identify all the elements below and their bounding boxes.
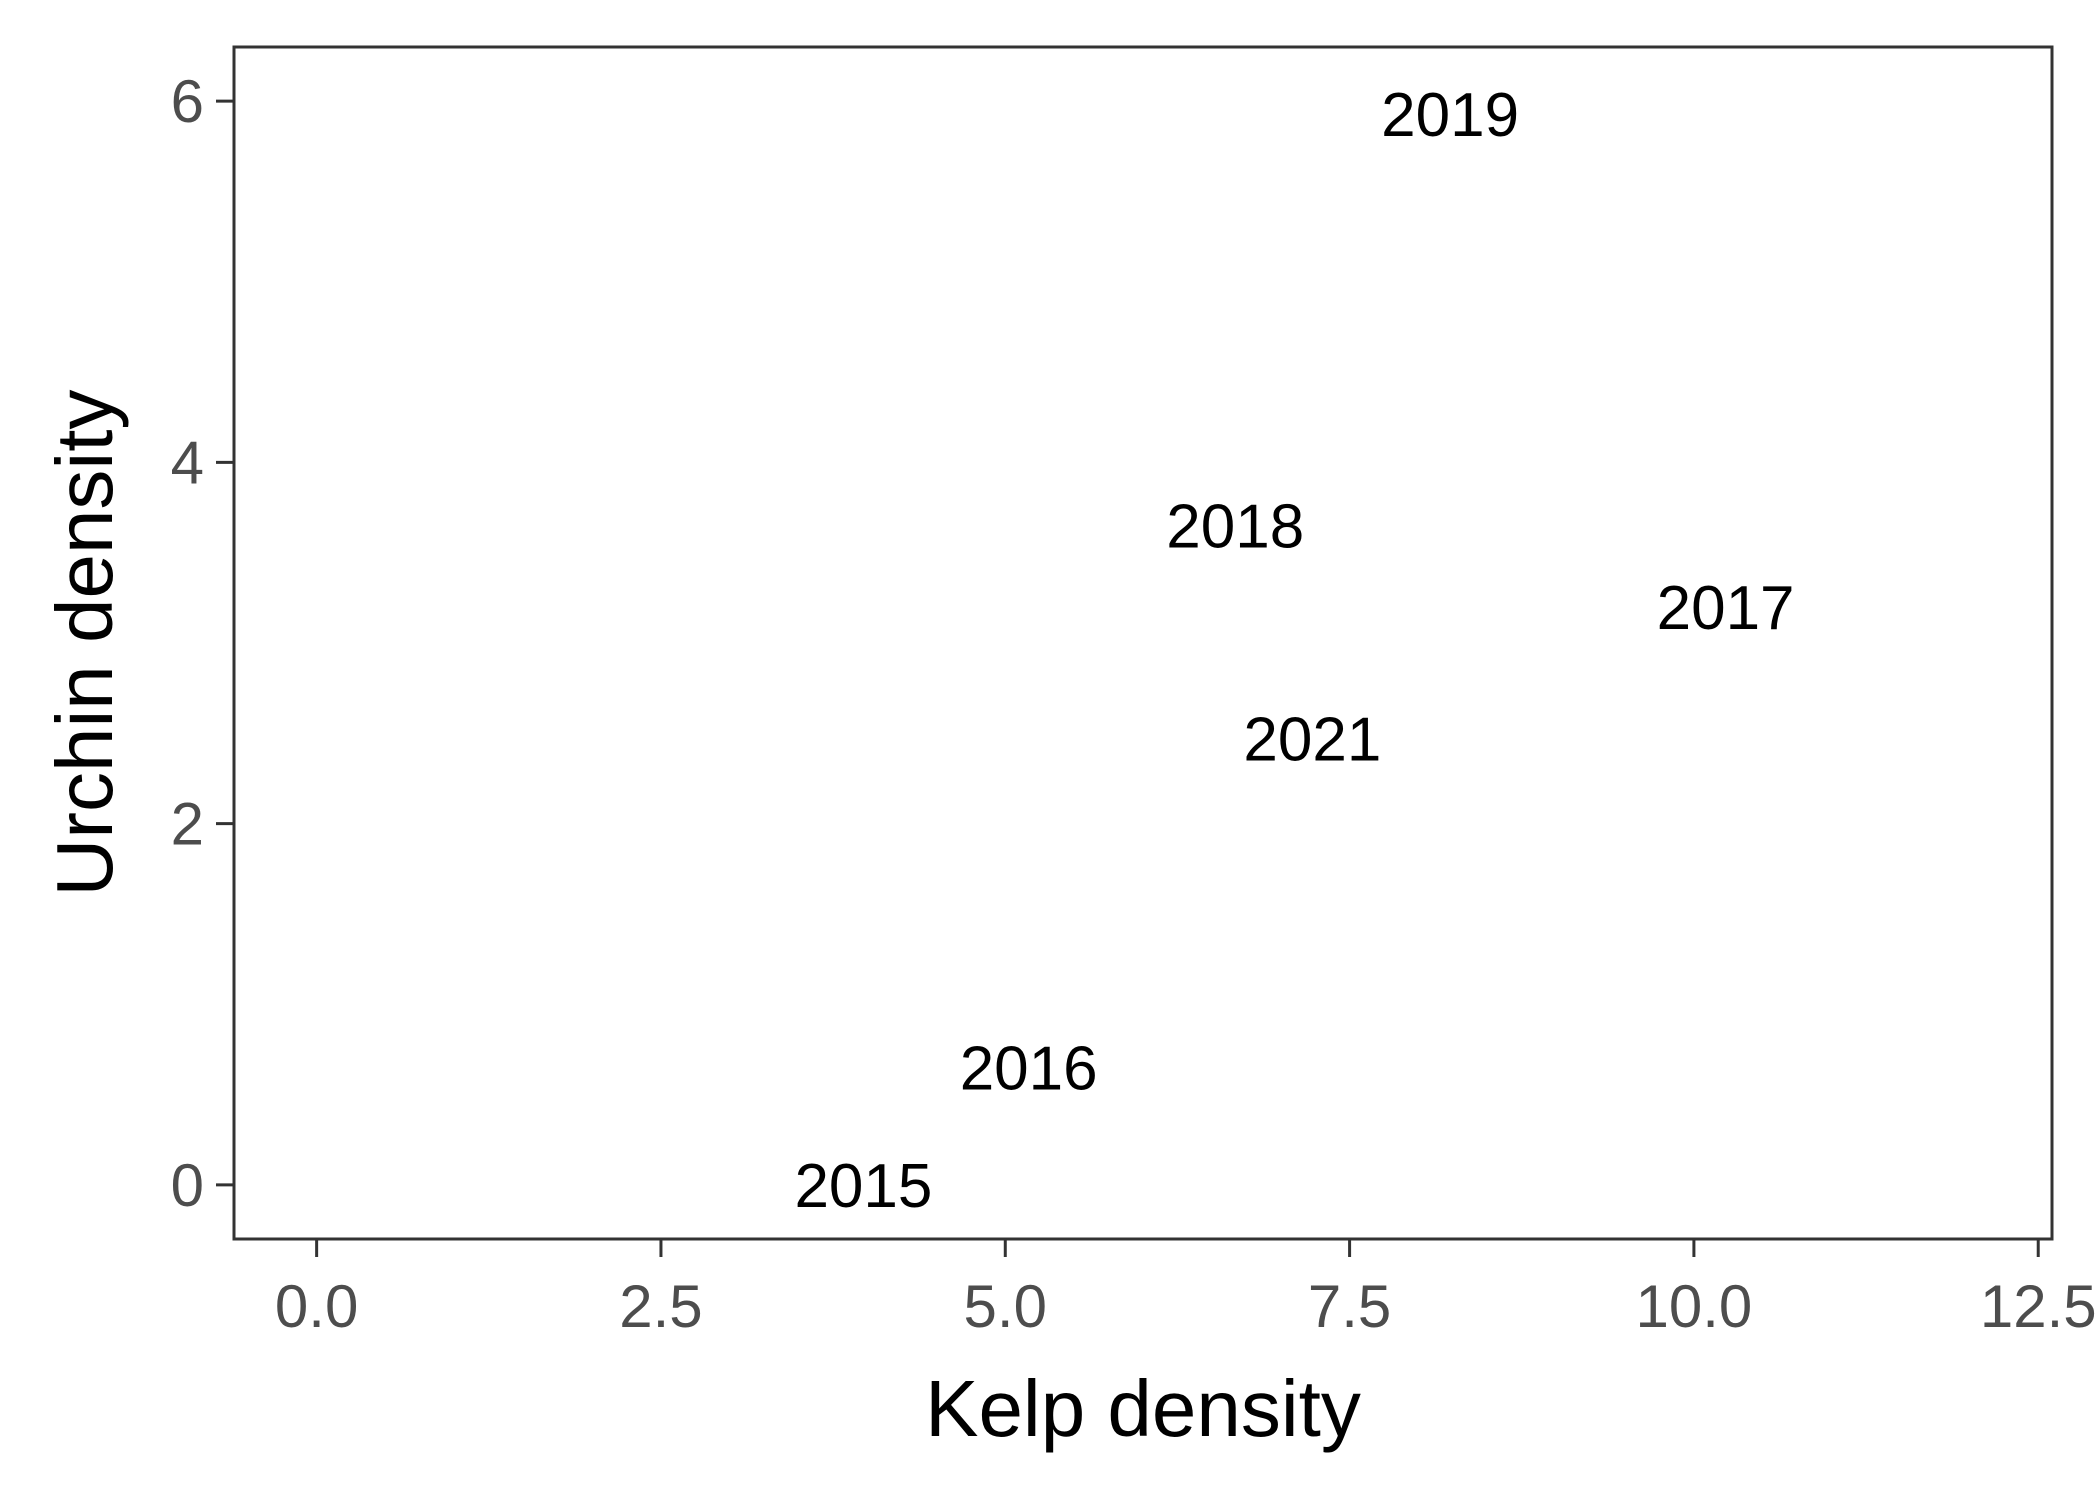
- x-tick-label: 12.5: [1980, 1273, 2097, 1340]
- x-tick-label: 10.0: [1636, 1273, 1753, 1340]
- data-point-label: 2021: [1243, 706, 1381, 775]
- data-point-label: 2015: [794, 1152, 932, 1221]
- y-tick-label: 4: [171, 429, 204, 496]
- data-point-label: 2019: [1381, 81, 1519, 150]
- x-axis: 0.0 2.5 5.0 7.5 10.0 12.5: [275, 1239, 2097, 1340]
- y-tick-label: 0: [171, 1152, 204, 1219]
- y-axis: 0 2 4 6: [171, 68, 234, 1219]
- data-labels: 2015 2016 2017 2018 2019 2021: [794, 81, 1794, 1221]
- y-tick-label: 6: [171, 68, 204, 135]
- x-tick-label: 5.0: [964, 1273, 1047, 1340]
- x-tick-label: 2.5: [619, 1273, 702, 1340]
- plot-panel: [232, 45, 2054, 1241]
- data-point-label: 2018: [1166, 493, 1304, 562]
- data-point-label: 2016: [960, 1034, 1098, 1103]
- x-tick-label: 0.0: [275, 1273, 358, 1340]
- y-axis-title: Urchin density: [40, 390, 129, 897]
- y-tick-label: 2: [171, 791, 204, 858]
- x-tick-label: 7.5: [1308, 1273, 1391, 1340]
- x-axis-title: Kelp density: [925, 1364, 1361, 1453]
- data-point-label: 2017: [1657, 574, 1795, 643]
